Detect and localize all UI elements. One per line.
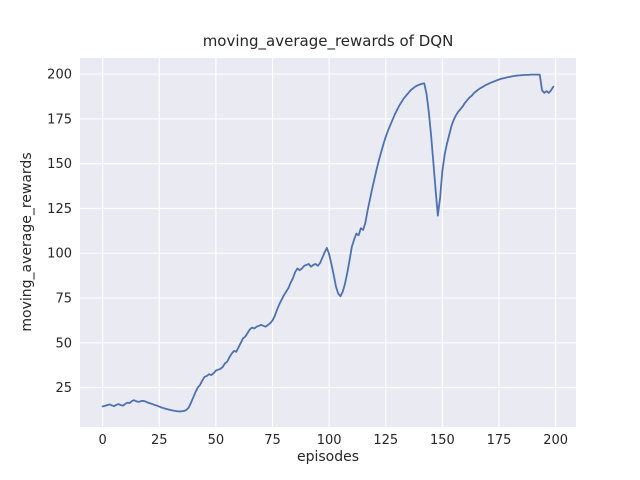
- y-tick-label: 125: [47, 202, 72, 217]
- x-tick-label: 0: [99, 433, 107, 448]
- x-tick-label: 200: [543, 433, 568, 448]
- x-tick-label: 75: [264, 433, 281, 448]
- axes-background: [80, 58, 576, 427]
- y-tick-label: 100: [47, 247, 72, 262]
- x-tick-label: 25: [151, 433, 168, 448]
- x-tick-label: 50: [208, 433, 225, 448]
- y-tick-label: 175: [47, 112, 72, 127]
- reward-line: [101, 73, 555, 413]
- x-tick-label: 150: [430, 433, 455, 448]
- y-tick-label: 75: [55, 292, 72, 307]
- x-tick-label: 175: [487, 433, 512, 448]
- y-axis-label: moving_average_rewards: [19, 152, 35, 332]
- x-axis-label: episodes: [296, 449, 360, 465]
- y-tick-label: 150: [47, 157, 72, 172]
- y-tick-label: 200: [47, 68, 72, 83]
- x-tick-label: 100: [317, 433, 342, 448]
- y-tick-label: 25: [55, 381, 72, 396]
- y-tick-label: 50: [55, 336, 72, 351]
- x-tick-label: 125: [373, 433, 398, 448]
- chart-title: moving_average_rewards of DQN: [202, 32, 454, 50]
